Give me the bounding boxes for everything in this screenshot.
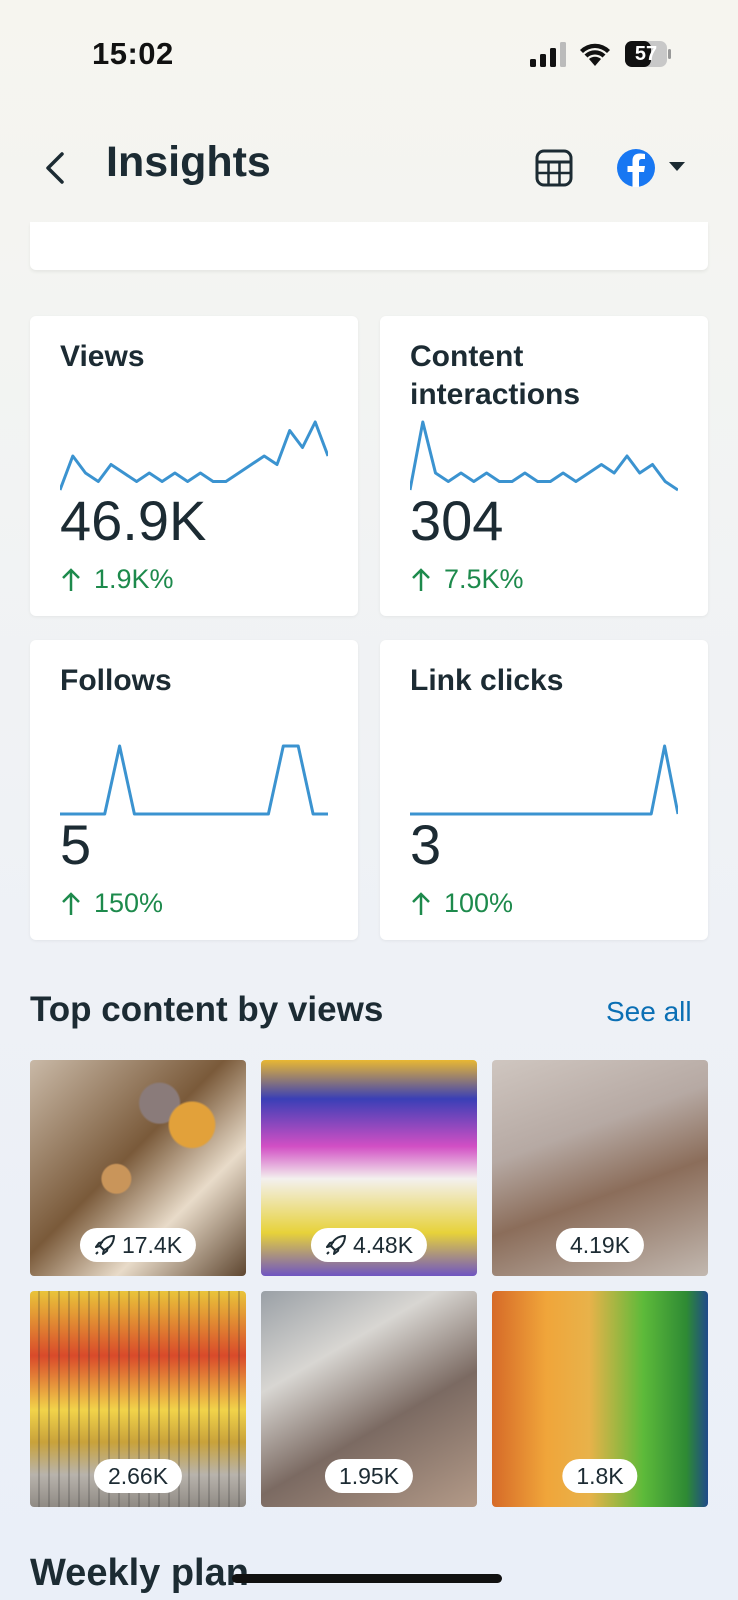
metric-card-content-interactions[interactable]: Content interactions 304 7.5K% (380, 316, 708, 616)
content-thumbnail[interactable]: 4.19K (492, 1060, 708, 1276)
status-time: 15:02 (92, 36, 174, 71)
account-switcher[interactable] (614, 146, 694, 190)
arrow-up-icon (62, 567, 80, 591)
link-clicks-sparkline (410, 744, 678, 816)
battery-level: 57 (634, 42, 658, 65)
views-count: 1.95K (338, 1462, 400, 1489)
content-thumbnail[interactable]: 2.66K (30, 1291, 246, 1507)
views-count: 2.66K (107, 1462, 169, 1489)
metric-value: 3 (410, 813, 442, 876)
metric-label: Follows (60, 664, 172, 697)
content-thumbnail[interactable]: 1.95K (261, 1291, 477, 1507)
rocket-icon (94, 1235, 115, 1255)
metric-change: 7.5K% (410, 564, 524, 595)
previous-card (30, 222, 708, 270)
views-count: 4.48K (352, 1231, 414, 1258)
metric-label: Link clicks (410, 664, 564, 697)
views-count: 1.8K (576, 1462, 624, 1489)
metric-label: Content interactions (410, 340, 581, 411)
rocket-icon (325, 1235, 346, 1255)
metric-change: 100% (410, 888, 513, 919)
arrow-up-icon (62, 891, 80, 915)
views-badge: 2.66K (93, 1459, 183, 1493)
views-count: 17.4K (121, 1231, 183, 1258)
content-interactions-sparkline (410, 420, 678, 492)
see-all-link[interactable]: See all (606, 996, 692, 1027)
metric-value: 5 (60, 813, 92, 876)
top-content-title: Top content by views (30, 990, 384, 1029)
cellular-signal-icon (530, 42, 566, 67)
metric-change-value: 150% (94, 888, 164, 918)
follows-sparkline (60, 744, 328, 816)
battery-icon: 57 (624, 40, 672, 68)
views-badge: 1.95K (324, 1459, 414, 1493)
metric-card-link-clicks[interactable]: Link clicks 3 100% (380, 640, 708, 940)
views-badge: 4.48K (310, 1228, 428, 1262)
content-thumbnail[interactable]: 1.8K (492, 1291, 708, 1507)
metric-card-follows[interactable]: Follows 5 150% (30, 640, 358, 940)
views-badge: 1.8K (562, 1459, 638, 1493)
metric-change-value: 1.9K% (94, 564, 174, 594)
views-badge: 4.19K (555, 1228, 645, 1262)
back-button[interactable] (36, 142, 76, 194)
chevron-down-icon (669, 162, 685, 171)
metric-value: 46.9K (60, 489, 207, 552)
metric-change: 150% (60, 888, 163, 919)
metric-change-value: 100% (444, 888, 514, 918)
metric-label: Views (60, 340, 145, 373)
metric-card-views[interactable]: Views 46.9K 1.9K% (30, 316, 358, 616)
wifi-icon (580, 43, 610, 66)
page-title: Insights (106, 138, 271, 186)
content-thumbnail[interactable]: 17.4K (30, 1060, 246, 1276)
facebook-icon (617, 149, 655, 187)
metric-change: 1.9K% (60, 564, 174, 595)
weekly-plan-title: Weekly plan (30, 1552, 249, 1594)
arrow-up-icon (412, 567, 430, 591)
views-count: 4.19K (569, 1231, 631, 1258)
table-view-icon[interactable] (534, 148, 574, 188)
status-bar: 15:02 57 (0, 0, 738, 110)
content-thumbnail[interactable]: 4.48K (261, 1060, 477, 1276)
views-badge: 17.4K (79, 1228, 197, 1262)
home-indicator (232, 1574, 502, 1583)
metric-change-value: 7.5K% (444, 564, 524, 594)
views-sparkline (60, 420, 328, 491)
header: Insights (0, 128, 738, 208)
arrow-up-icon (412, 891, 430, 915)
metric-value: 304 (410, 489, 504, 552)
